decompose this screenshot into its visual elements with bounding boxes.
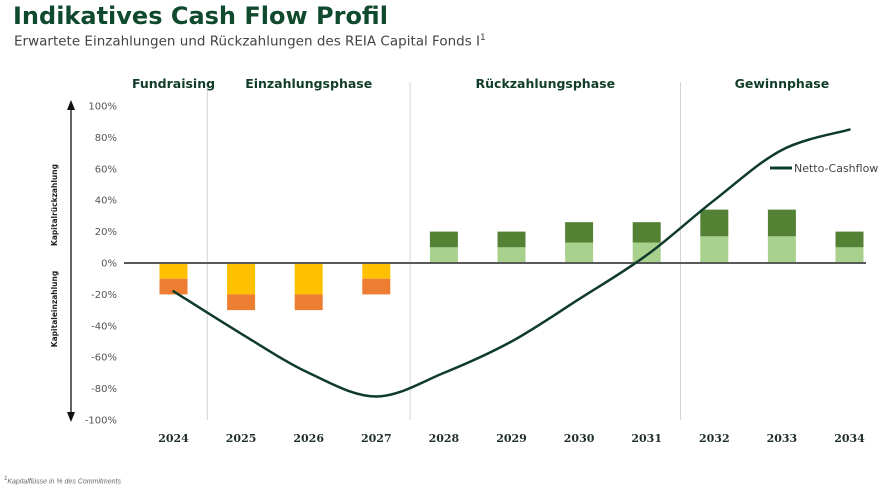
- bar-segment: [497, 247, 526, 263]
- bar-segment: [362, 263, 391, 279]
- page-subtitle: Erwartete Einzahlungen und Rückzahlungen…: [14, 33, 486, 50]
- bar-segment: [632, 222, 661, 243]
- y-tick-label: -100%: [85, 416, 117, 427]
- bar-segment: [835, 247, 864, 263]
- bar-segment: [700, 209, 729, 237]
- y-tick-label: -40%: [91, 321, 117, 332]
- bar-segment: [632, 242, 661, 263]
- y-tick-label: 20%: [95, 227, 117, 238]
- y-axis-label-bottom: Kapitaleinzahlung: [50, 271, 59, 347]
- y-tick-label: 40%: [95, 196, 117, 207]
- y-tick-label: 80%: [95, 133, 117, 144]
- phase-label: Fundraising: [132, 76, 215, 91]
- bar-segment: [565, 242, 594, 263]
- phase-label: Einzahlungsphase: [245, 76, 372, 91]
- y-tick-label: -20%: [91, 290, 117, 301]
- bar-segment: [497, 231, 526, 248]
- page-title: Indikatives Cash Flow Profil: [13, 2, 388, 30]
- x-tick-label: 2033: [767, 432, 798, 445]
- x-axis-ticks: 2024 2025 2026 2027 2028 2029 2030 2031 2032 2033…: [158, 432, 865, 445]
- y-tick-label: 100%: [88, 102, 117, 113]
- bar-segment: [227, 263, 256, 295]
- x-tick-label: 2034: [834, 432, 865, 445]
- y-tick-label: -80%: [91, 384, 117, 395]
- x-tick-label: 2025: [226, 432, 257, 445]
- bar-segment: [227, 294, 256, 311]
- y-tick-label: 60%: [95, 164, 117, 175]
- bar-segment: [565, 222, 594, 243]
- subtitle-footnote-marker: 1: [480, 33, 486, 43]
- phase-separators: [206, 82, 681, 420]
- direction-arrow: [67, 100, 75, 422]
- bar-segment: [700, 236, 729, 263]
- arrow-head-down: [67, 412, 75, 422]
- legend-label: Netto-Cashflow: [794, 162, 878, 175]
- bar-segment: [294, 263, 323, 295]
- x-tick-label: 2032: [699, 432, 730, 445]
- subtitle-text: Erwartete Einzahlungen und Rückzahlungen…: [14, 33, 481, 50]
- x-tick-label: 2024: [158, 432, 189, 445]
- x-tick-label: 2028: [429, 432, 460, 445]
- bar-segment: [362, 278, 391, 295]
- bar-segment: [767, 236, 796, 263]
- bars: [159, 209, 864, 311]
- arrow-head-up: [67, 100, 75, 110]
- x-tick-label: 2026: [293, 432, 324, 445]
- x-tick-label: 2027: [361, 432, 392, 445]
- footnote-text: Kapitalflüsse in % des Commitments: [7, 478, 121, 486]
- x-tick-label: 2030: [564, 432, 595, 445]
- x-tick-label: 2029: [496, 432, 527, 445]
- legend: Netto-Cashflow: [770, 162, 878, 175]
- y-tick-label: 0%: [101, 259, 117, 270]
- bar-segment: [767, 209, 796, 237]
- y-tick-label: -60%: [91, 353, 117, 364]
- phase-label: Rückzahlungsphase: [476, 76, 616, 91]
- bar-segment: [159, 278, 188, 295]
- y-axis-ticks: 100% 80% 60% 40% 20% 0% -20% -40% -60% -80% -100%: [85, 102, 117, 427]
- net-cashflow-line: [172, 128, 851, 398]
- footnote: 1Kapitalflüsse in % des Commitments: [4, 476, 121, 485]
- footnote-marker: 1: [4, 476, 8, 482]
- bar-segment: [835, 231, 864, 248]
- bar-segment: [294, 294, 323, 311]
- bar-segment: [429, 231, 458, 248]
- y-axis-label-top: Kapitalrückzahlung: [50, 164, 59, 246]
- phase-label: Gewinnphase: [735, 76, 830, 91]
- bar-segment: [429, 247, 458, 263]
- bar-segment: [159, 263, 188, 279]
- x-tick-label: 2031: [631, 432, 662, 445]
